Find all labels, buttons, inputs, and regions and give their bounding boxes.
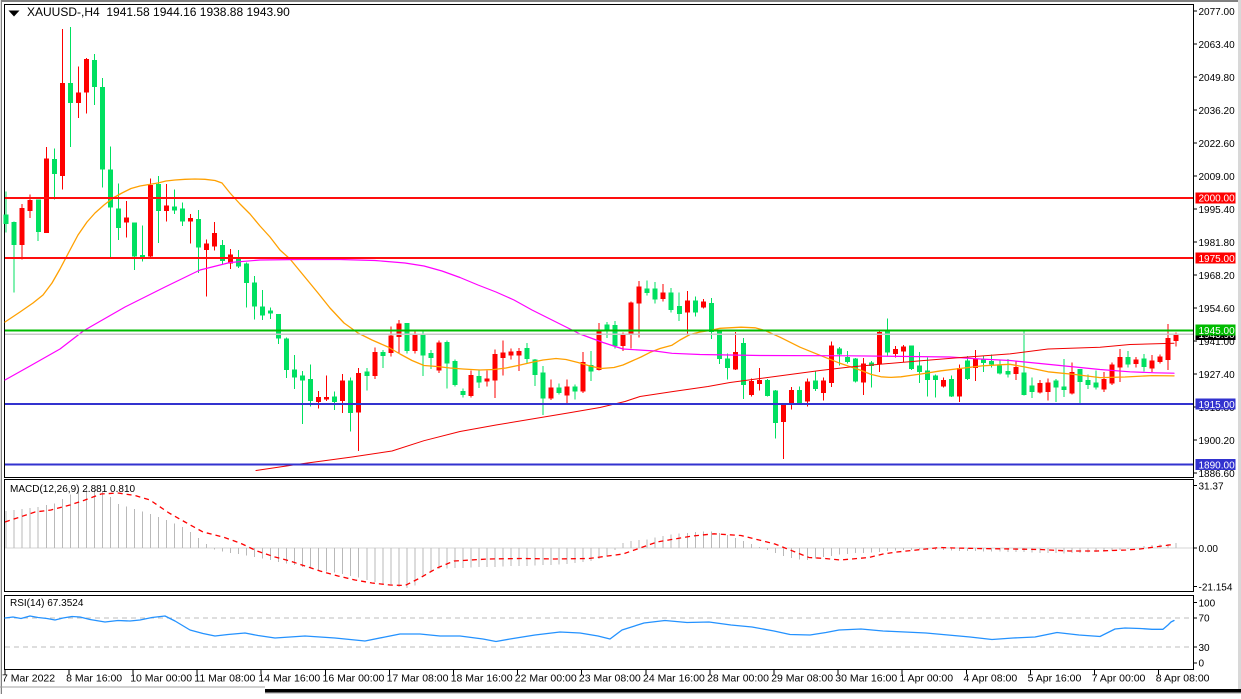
svg-text:24 Mar 16:00: 24 Mar 16:00 [643,673,705,685]
svg-text:30 Mar 16:00: 30 Mar 16:00 [835,673,897,685]
svg-text:5 Apr 16:00: 5 Apr 16:00 [1028,673,1082,685]
svg-text:2009.00: 2009.00 [1199,172,1236,183]
svg-text:8 Apr 08:00: 8 Apr 08:00 [1156,673,1210,685]
svg-text:-21.154: -21.154 [1199,582,1233,593]
svg-text:14 Mar 16:00: 14 Mar 16:00 [258,673,320,685]
svg-text:100: 100 [1199,599,1216,610]
svg-text:1995.40: 1995.40 [1199,205,1236,216]
svg-text:1915.00: 1915.00 [1199,400,1236,411]
svg-text:1890.00: 1890.00 [1199,460,1236,471]
svg-text:30: 30 [1199,643,1211,654]
svg-text:1945.00: 1945.00 [1199,326,1236,337]
svg-text:4 Apr 08:00: 4 Apr 08:00 [964,673,1018,685]
svg-text:0: 0 [1199,659,1205,670]
svg-text:70: 70 [1199,614,1211,625]
svg-text:10 Mar 00:00: 10 Mar 00:00 [130,673,192,685]
svg-text:7 Mar 2022: 7 Mar 2022 [2,673,55,685]
svg-text:31.37: 31.37 [1199,481,1224,492]
svg-text:0.00: 0.00 [1199,544,1219,555]
svg-text:2000.00: 2000.00 [1199,194,1236,205]
svg-text:29 Mar 08:00: 29 Mar 08:00 [771,673,833,685]
svg-text:1981.80: 1981.80 [1199,238,1236,249]
svg-text:2036.20: 2036.20 [1199,106,1236,117]
svg-text:11 Mar 08:00: 11 Mar 08:00 [194,673,255,685]
svg-text:1968.20: 1968.20 [1199,271,1236,282]
svg-text:2063.40: 2063.40 [1199,40,1236,51]
svg-text:28 Mar 00:00: 28 Mar 00:00 [707,673,769,685]
svg-text:MACD(12,26,9) 2.881 0.810: MACD(12,26,9) 2.881 0.810 [10,484,136,495]
svg-text:1886.60: 1886.60 [1199,469,1236,480]
svg-text:23 Mar 08:00: 23 Mar 08:00 [579,673,641,685]
svg-text:1941.00: 1941.00 [1199,337,1236,348]
svg-text:1900.20: 1900.20 [1199,436,1236,447]
svg-text:8 Mar 16:00: 8 Mar 16:00 [66,673,122,685]
svg-text:7 Apr 00:00: 7 Apr 00:00 [1092,673,1146,685]
svg-text:XAUUSD-,H4 1941.58 1944.16 19: XAUUSD-,H4 1941.58 1944.16 1938.88 1943.… [27,5,290,19]
svg-text:1954.60: 1954.60 [1199,304,1236,315]
svg-text:16 Mar 00:00: 16 Mar 00:00 [323,673,385,685]
svg-text:18 Mar 16:00: 18 Mar 16:00 [451,673,513,685]
svg-text:22 Mar 00:00: 22 Mar 00:00 [515,673,577,685]
svg-text:RSI(14) 67.3524: RSI(14) 67.3524 [10,598,84,609]
svg-text:2049.80: 2049.80 [1199,73,1236,84]
svg-text:2022.60: 2022.60 [1199,139,1236,150]
svg-text:1927.40: 1927.40 [1199,370,1236,381]
svg-text:1 Apr 00:00: 1 Apr 00:00 [899,673,953,685]
svg-text:1975.00: 1975.00 [1199,254,1236,265]
svg-text:1943.90: 1943.90 [1199,330,1236,341]
svg-text:2077.00: 2077.00 [1199,7,1236,18]
svg-text:17 Mar 08:00: 17 Mar 08:00 [387,673,449,685]
